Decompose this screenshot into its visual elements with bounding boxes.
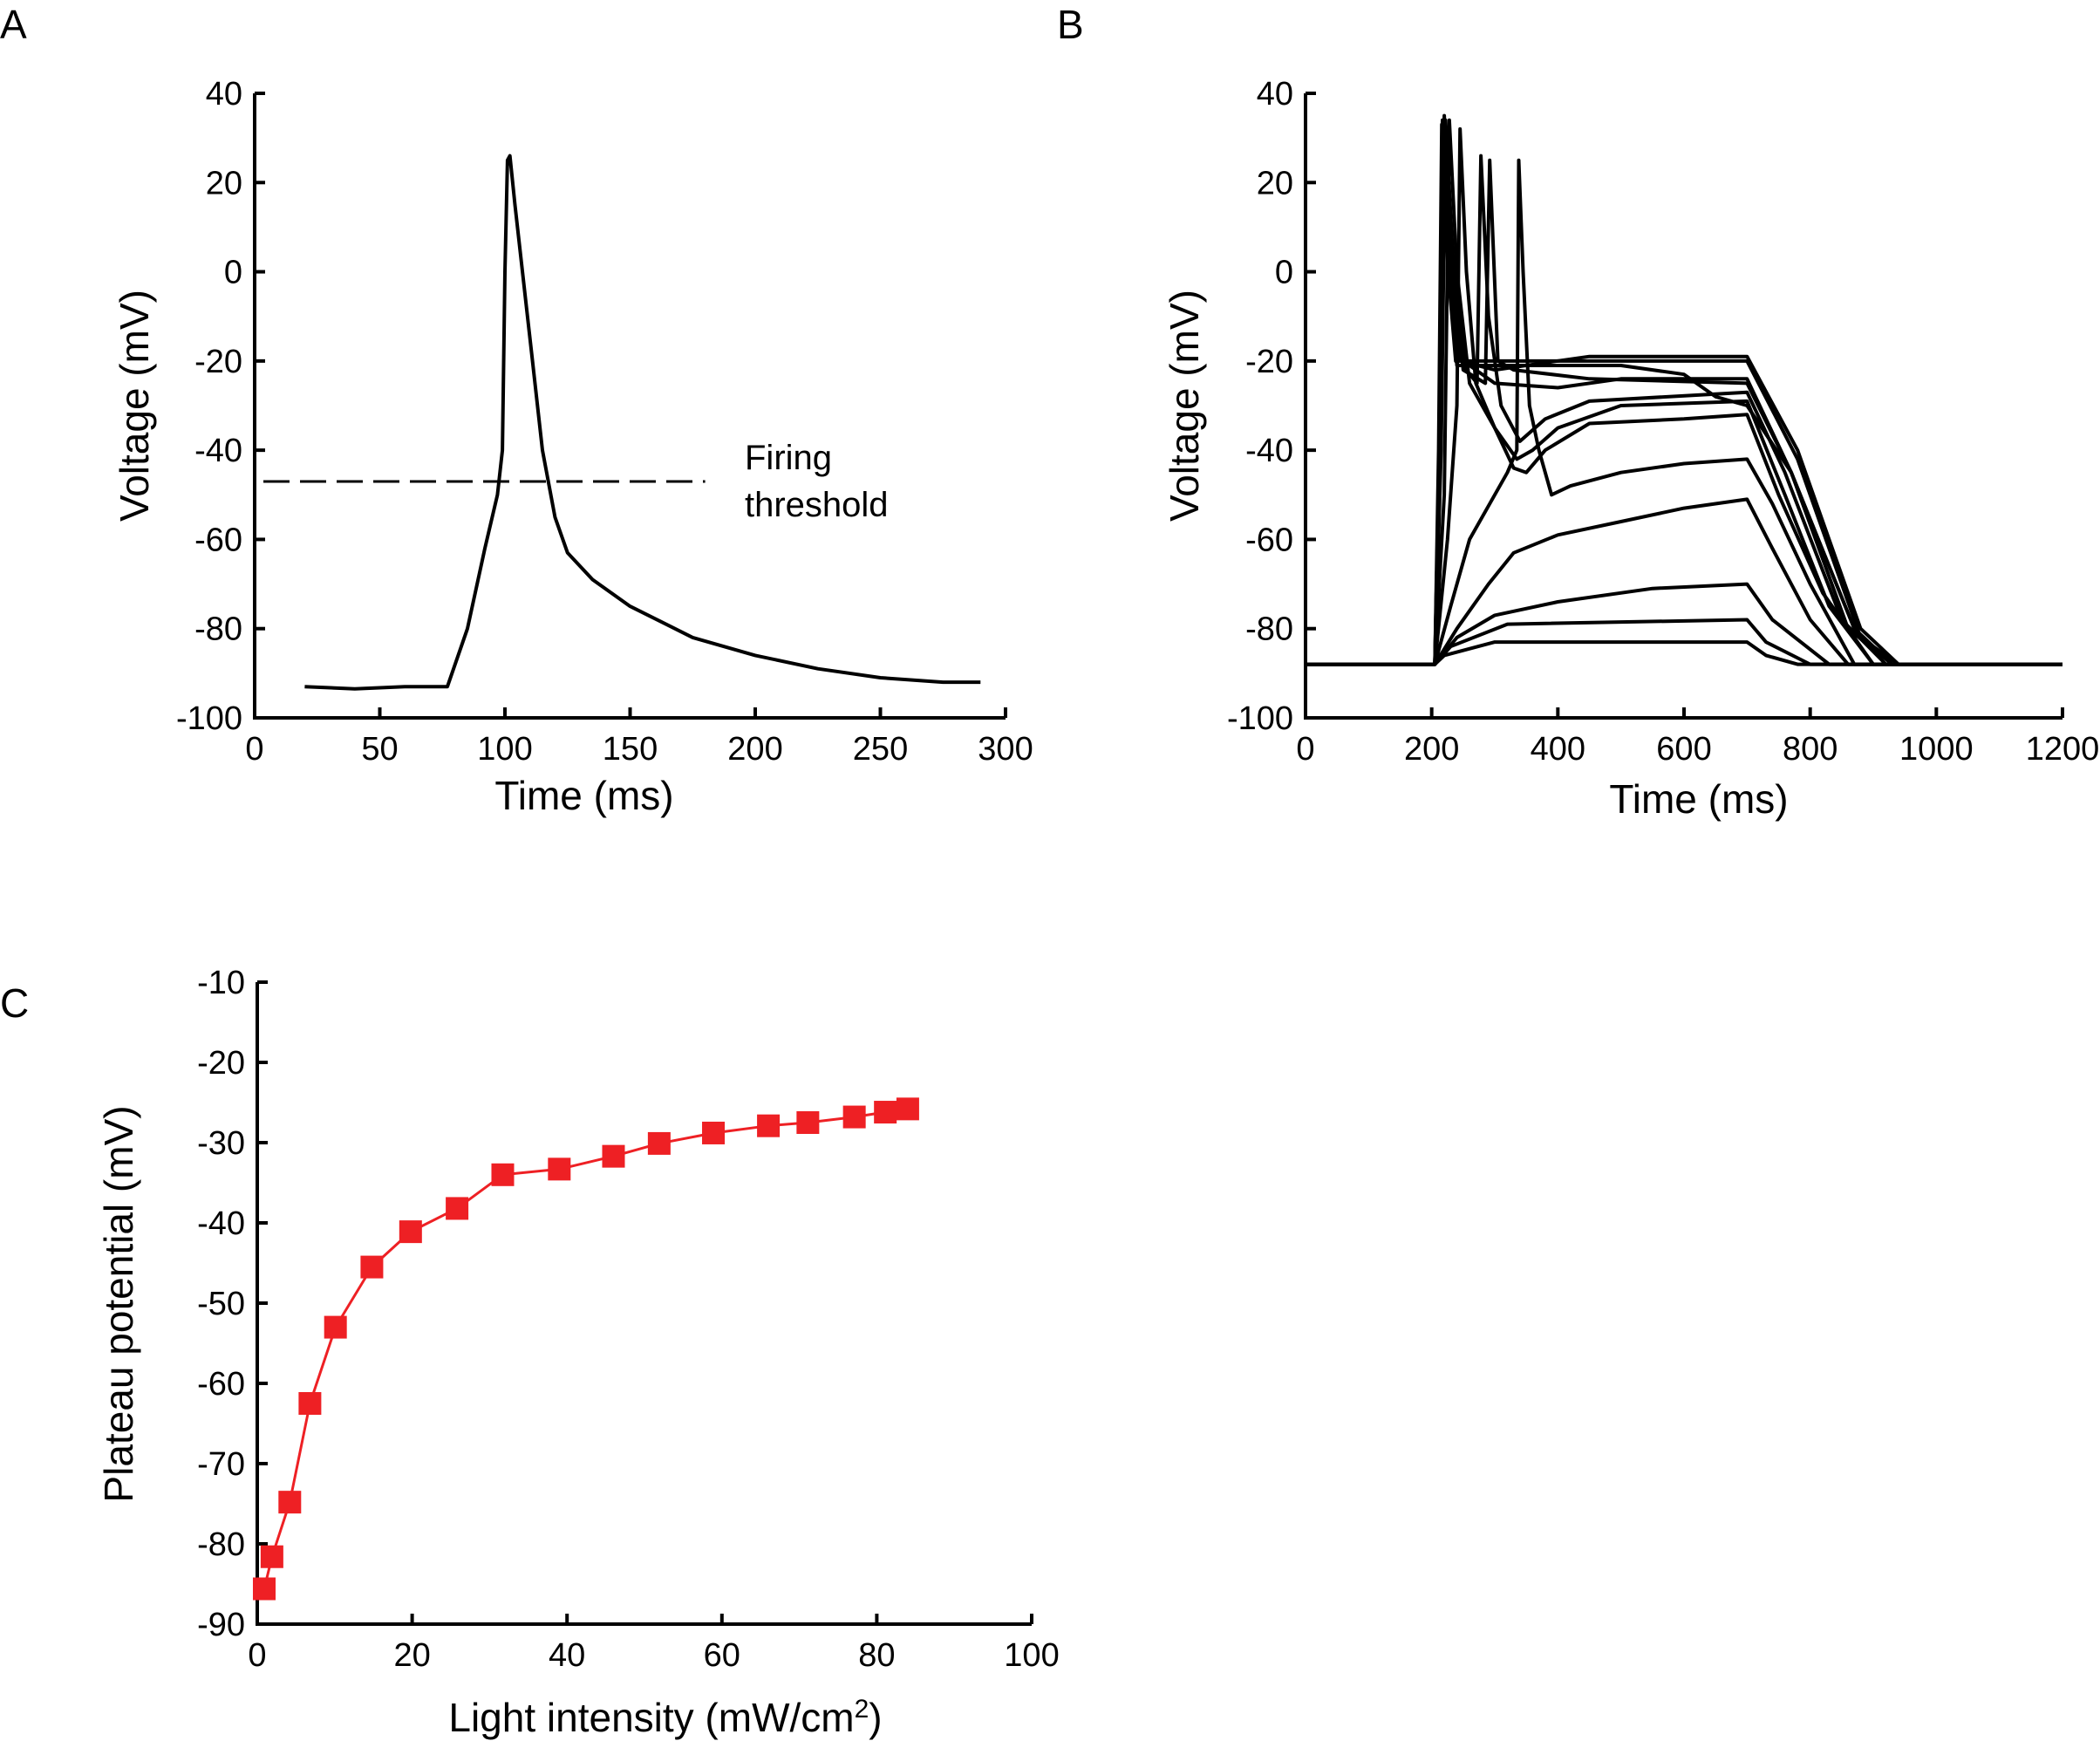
data-point-marker xyxy=(647,1131,671,1155)
series-line-8 xyxy=(1306,118,2062,666)
data-point-marker xyxy=(278,1491,302,1514)
x-tick-label: 400 xyxy=(1531,731,1585,768)
panel-b-y-axis-title: Voltage (mV) xyxy=(1162,290,1207,522)
x-tick-label: 200 xyxy=(727,731,782,768)
data-point-marker xyxy=(252,1577,276,1601)
panel-c-x-title-superscript: 2 xyxy=(855,1695,869,1724)
data-point-marker xyxy=(360,1255,384,1279)
x-tick-label: 600 xyxy=(1656,731,1711,768)
axes-lines xyxy=(256,982,1032,1626)
y-tick-label: -90 xyxy=(197,1607,245,1643)
y-tick-label: -20 xyxy=(194,344,242,380)
data-point-marker xyxy=(491,1163,515,1186)
y-tick-label: 20 xyxy=(206,165,242,201)
series-line-1 xyxy=(262,1107,909,1589)
series-line-11 xyxy=(1306,118,2062,666)
threshold-label-line2: threshold xyxy=(745,486,889,524)
y-tick-label: -20 xyxy=(1245,344,1293,380)
series-line-13 xyxy=(1306,122,2062,666)
panel-c-x-title-suffix: ) xyxy=(869,1695,882,1740)
x-tick-label: 1200 xyxy=(2026,731,2100,768)
x-tick-label: 1000 xyxy=(1899,731,1974,768)
panel-c-x-axis-title: Light intensity (mW/cm2) xyxy=(448,1695,882,1740)
data-point-marker xyxy=(896,1097,919,1121)
x-tick-label: 100 xyxy=(1004,1637,1059,1674)
y-tick-label: -40 xyxy=(1245,433,1293,469)
panel-b-plot: 0 200 400 600 800 1000 120040200-20-40-60-80-1… xyxy=(1227,76,2099,768)
data-point-marker xyxy=(446,1197,469,1220)
x-tick-label: 50 xyxy=(361,731,398,768)
data-point-marker xyxy=(602,1144,625,1168)
y-tick-label: -40 xyxy=(194,433,242,469)
x-tick-label: 300 xyxy=(978,731,1033,768)
data-point-marker xyxy=(796,1111,820,1134)
panel-a-x-axis-title: Time (ms) xyxy=(494,773,673,818)
data-point-marker xyxy=(702,1121,726,1144)
data-point-marker xyxy=(324,1315,347,1339)
series-line-3 xyxy=(1306,582,2062,666)
y-tick-label: -40 xyxy=(197,1205,245,1242)
data-point-marker xyxy=(757,1114,781,1137)
x-tick-label: 0 xyxy=(245,731,263,768)
threshold-label-line1: Firing xyxy=(745,439,832,477)
y-tick-label: -30 xyxy=(197,1125,245,1162)
panel-c-x-title-main: Light intensity (mW/cm xyxy=(448,1695,854,1740)
y-tick-label: -60 xyxy=(194,522,242,558)
panel-c-y-axis-title: Plateau potential (mV) xyxy=(96,1105,141,1502)
axes-lines xyxy=(1304,93,2062,720)
x-tick-label: 60 xyxy=(704,1637,740,1674)
series-line-1 xyxy=(304,154,981,691)
x-tick-label: 20 xyxy=(393,1637,430,1674)
y-tick-label: 20 xyxy=(1257,165,1293,201)
panel-b-x-axis-title: Time (ms) xyxy=(1609,776,1788,822)
x-tick-label: 200 xyxy=(1404,731,1459,768)
y-tick-label: -100 xyxy=(1227,700,1293,737)
y-tick-label: -50 xyxy=(197,1286,245,1322)
data-point-marker xyxy=(399,1220,422,1244)
x-tick-label: 80 xyxy=(858,1637,895,1674)
y-tick-label: -70 xyxy=(197,1446,245,1483)
y-tick-label: 40 xyxy=(1257,76,1293,113)
data-point-marker xyxy=(842,1105,866,1129)
x-tick-label: 100 xyxy=(477,731,532,768)
panel-a-y-axis-title: Voltage (mV) xyxy=(112,290,157,522)
data-point-marker xyxy=(548,1157,571,1181)
y-tick-label: 0 xyxy=(224,255,242,291)
y-tick-label: -80 xyxy=(194,611,242,648)
series-line-1 xyxy=(1306,640,2062,666)
y-tick-label: 0 xyxy=(1275,255,1293,291)
x-tick-label: 250 xyxy=(853,731,908,768)
x-tick-label: 40 xyxy=(549,1637,585,1674)
data-point-marker xyxy=(298,1392,322,1415)
panel-label-c: C xyxy=(0,980,29,1026)
y-tick-label: 40 xyxy=(206,76,242,113)
x-tick-label: 150 xyxy=(603,731,658,768)
x-tick-label: 800 xyxy=(1783,731,1838,768)
y-tick-label: -10 xyxy=(197,965,245,1001)
y-tick-label: -60 xyxy=(1245,522,1293,558)
data-point-marker xyxy=(874,1101,897,1124)
y-tick-label: -20 xyxy=(197,1045,245,1082)
panel-label-b: B xyxy=(1057,2,1084,47)
series-line-7 xyxy=(1306,118,2062,666)
x-tick-label: 0 xyxy=(1296,731,1314,768)
data-point-marker xyxy=(260,1545,283,1568)
y-tick-label: -80 xyxy=(1245,611,1293,648)
y-tick-label: -100 xyxy=(176,700,242,737)
series-line-6 xyxy=(1306,126,2062,666)
series-line-9 xyxy=(1306,113,2062,666)
y-tick-label: -60 xyxy=(197,1366,245,1403)
x-tick-label: 0 xyxy=(248,1637,266,1674)
panel-label-a: A xyxy=(0,2,27,47)
series-line-4 xyxy=(1306,497,2062,666)
panel-c-plot: 0 20 40 60 80 100 -10 -20 -30 -40 -50 -60 -70 -80 -90 xyxy=(197,965,1060,1674)
y-tick-label: -80 xyxy=(197,1526,245,1563)
axes-lines xyxy=(253,93,1006,720)
